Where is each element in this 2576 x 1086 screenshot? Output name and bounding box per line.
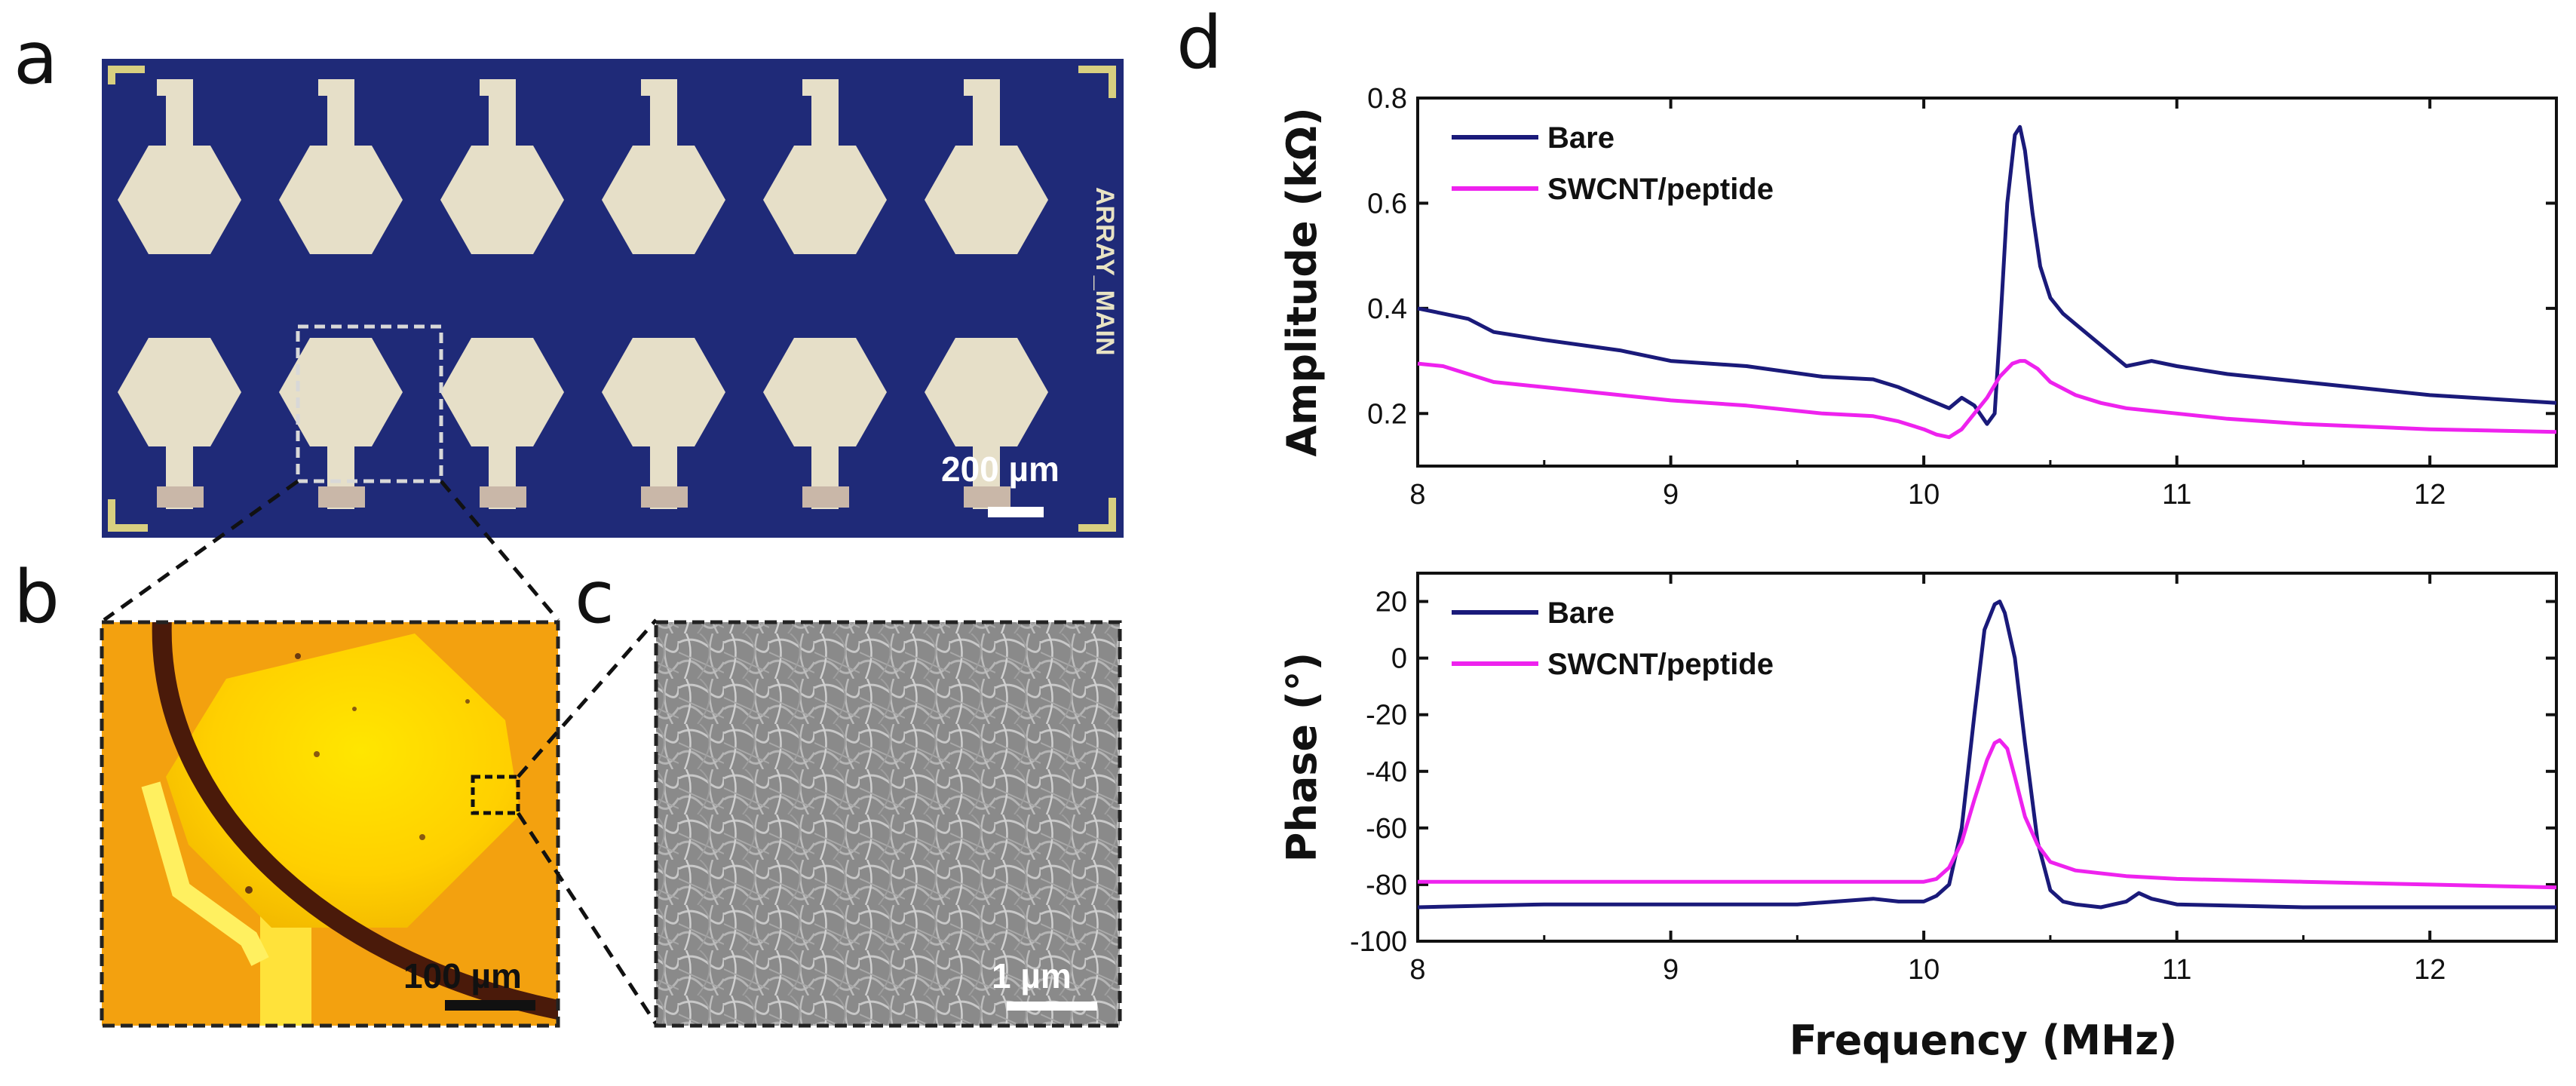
electrode-pad-top: [440, 146, 564, 254]
electrode-pad-bottom: [602, 338, 725, 446]
electrode-contact: [802, 486, 849, 508]
zoom-box-b: [471, 775, 520, 815]
electrode-contact: [318, 486, 365, 508]
panel-letter-b: b: [14, 555, 60, 640]
panel-letter-a: a: [14, 16, 58, 100]
y-tick-label: 0.2: [1367, 398, 1407, 430]
y-tick-label: -20: [1366, 700, 1407, 732]
zoom-line-a-right: [440, 480, 560, 621]
x-tick-label: 10: [1908, 479, 1940, 511]
corner-mark-tl: [108, 66, 145, 84]
electrode-tab-top: [157, 79, 187, 96]
x-axis-title: Frequency (MHz): [1789, 1017, 2178, 1064]
y-axis-title: Phase (°): [1278, 652, 1326, 862]
zoom-line-b-bottom: [516, 811, 658, 1026]
plot-frame: [1416, 97, 2558, 468]
corner-mark-bl: [108, 499, 148, 532]
panel-d: d 8 9 10 11 12 0.2 0.4 0.6 0.8 Amplitude (kΩ) Bare…: [1176, 1, 2558, 1064]
zoom-line-b-top: [517, 618, 658, 778]
panel-letter-c: c: [575, 555, 615, 640]
electrode-tab-top: [318, 79, 348, 96]
scale-bar-label-a: 200 µm: [941, 449, 1060, 489]
scale-bar-b: [445, 1000, 535, 1011]
electrode-pad-bottom: [925, 338, 1048, 446]
electrode-tab-top: [641, 79, 671, 96]
y-tick-label: 0.4: [1367, 293, 1407, 325]
x-tick-label: 12: [2414, 479, 2446, 511]
electrode-pad-bottom: [279, 338, 403, 446]
x-tick-label: 8: [1409, 479, 1425, 511]
y-tick-label: 0.8: [1367, 83, 1407, 115]
x-tick-label: 9: [1663, 479, 1679, 511]
peptide-ring-edge: [152, 622, 558, 1020]
panel-b-frame: [100, 620, 560, 1028]
legend-label: Bare: [1547, 121, 1615, 155]
electrode-pad-top: [925, 146, 1048, 254]
y-tick-label: -80: [1366, 870, 1407, 901]
y-tick-label: -100: [1350, 926, 1407, 958]
plot-frame: [1416, 572, 2558, 943]
legend-label: SWCNT/peptide: [1547, 173, 1774, 206]
x-tick-label: 11: [2162, 954, 2191, 986]
y-tick-label: -60: [1366, 813, 1407, 845]
x-tick-label: 8: [1409, 954, 1425, 986]
panel-b: b 100 µm: [14, 555, 658, 1028]
y-axis-title: Amplitude (kΩ): [1278, 107, 1326, 456]
x-tick-label: 10: [1908, 954, 1940, 986]
chip-photo: ARRAY_MAIN 200 µm: [102, 59, 1124, 538]
corner-mark-tr: [1078, 66, 1116, 98]
scale-bar-a: [988, 507, 1044, 517]
electrode-contact: [964, 486, 1010, 508]
panel-letter-d: d: [1176, 1, 1222, 85]
y-tick-label: -40: [1366, 756, 1407, 788]
scale-bar-label-b: 100 µm: [403, 956, 522, 996]
electrode-pad-bottom: [440, 338, 564, 446]
amplitude-chart: 8 9 10 11 12 0.2 0.4 0.6 0.8 Amplitude (kΩ) Bare SW…: [1278, 83, 2558, 511]
x-tick-label: 11: [2162, 479, 2191, 511]
electrode-tab-top: [480, 79, 510, 96]
electrode-contact: [157, 486, 204, 508]
electrode-pad-top: [279, 146, 403, 254]
chip-label: ARRAY_MAIN: [1090, 187, 1119, 356]
y-tick-label: 20: [1375, 587, 1407, 618]
y-tick-label: 0: [1391, 643, 1407, 675]
panel-a: a ARRAY_MAIN 200 µm: [14, 16, 1124, 622]
phase-chart: 8 9 10 11 12 20 0 -20 -40 -60 -80 -100 Phase (°) Bare…: [1278, 572, 2558, 986]
scale-bar-c: [1007, 1002, 1097, 1011]
series-line-bare: [1417, 600, 2556, 910]
legend-label: Bare: [1547, 597, 1615, 630]
series-line-swcnt-peptide: [1417, 359, 2557, 440]
series-line-swcnt-peptide: [1418, 738, 2557, 890]
electrode-pad-top: [118, 146, 241, 254]
electrode-contact: [480, 486, 526, 508]
selection-box: [296, 324, 443, 483]
electrode-contact: [641, 486, 688, 508]
legend-label: SWCNT/peptide: [1547, 648, 1774, 681]
zoom-line-a-left: [103, 479, 299, 622]
electrode-pad-top: [602, 146, 725, 254]
electrode-tab-top: [802, 79, 833, 96]
electrode-pad-top: [763, 146, 887, 254]
panel-c: c 1 µm: [575, 555, 1122, 1028]
scale-bar-label-c: 1 µm: [992, 956, 1072, 996]
chip-background: [102, 59, 1124, 538]
y-tick-label: 0.6: [1367, 188, 1407, 219]
electrode-array: [118, 79, 1048, 509]
corner-mark-br: [1078, 498, 1116, 532]
electrode-pad-bottom: [763, 338, 887, 446]
electrode-tab-top: [964, 79, 994, 96]
x-tick-label: 9: [1663, 954, 1679, 986]
series-line-bare: [1417, 124, 2557, 426]
optical-micrograph: [102, 622, 558, 1026]
x-tick-label: 12: [2414, 954, 2446, 986]
sem-image: [656, 622, 1120, 1026]
electrode-pad-bottom: [118, 338, 241, 446]
